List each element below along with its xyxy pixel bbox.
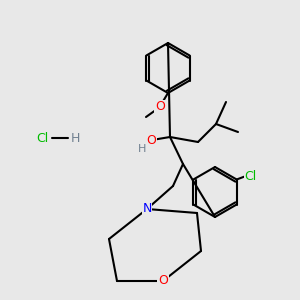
Text: O: O [146,134,156,146]
Text: Cl: Cl [36,131,48,145]
Text: Cl: Cl [244,170,257,183]
Text: H: H [70,131,80,145]
Text: O: O [155,100,165,113]
Text: N: N [142,202,152,215]
Text: O: O [158,274,168,287]
Text: H: H [138,144,146,154]
